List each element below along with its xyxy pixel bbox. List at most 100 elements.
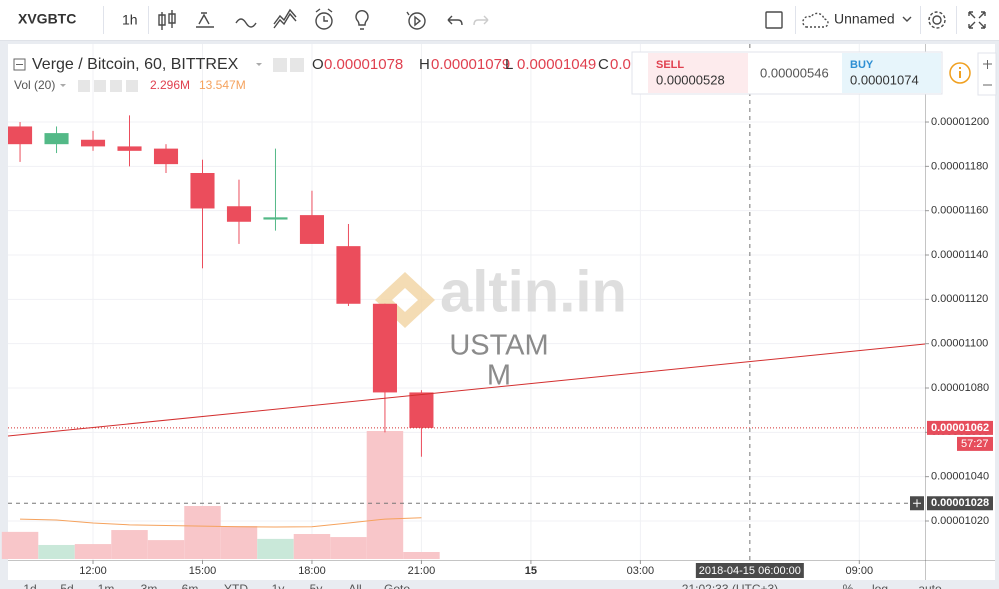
- y-tick-label: 0.00001100: [931, 338, 988, 350]
- bottom-bar-button[interactable]: 1m: [98, 582, 115, 589]
- x-tick-label: 21:00: [408, 565, 436, 577]
- x-tick-label: 09:00: [846, 565, 874, 577]
- volume-bar: [330, 537, 367, 559]
- sell-label: SELL: [656, 59, 684, 71]
- volume-bar: [366, 431, 404, 559]
- x-tick-label: 12:00: [79, 565, 107, 577]
- ohlc-value: 0.00001049: [517, 56, 596, 73]
- chart-pane: [8, 44, 995, 580]
- volume-bar: [147, 540, 185, 559]
- bottom-bar-button[interactable]: All: [348, 582, 361, 589]
- toolbar: [0, 0, 999, 40]
- buy-label: BUY: [850, 59, 874, 71]
- y-tick-label: 0.00001020: [931, 515, 989, 527]
- x-tick-label: 03:00: [627, 565, 655, 577]
- bottom-bar-button[interactable]: 5d: [60, 582, 73, 589]
- legend-icon[interactable]: [290, 58, 304, 72]
- y-tick-label: 0.00001180: [931, 160, 988, 172]
- bottom-bar-button[interactable]: YTD: [224, 582, 248, 589]
- trend-line: [7, 343, 926, 437]
- bottom-bar-button[interactable]: auto: [918, 582, 942, 589]
- bottom-bar-button[interactable]: 6m: [182, 582, 199, 589]
- crosshair-time-label: 2018-04-15 06:00:00: [699, 565, 801, 577]
- bottom-bar-button[interactable]: %: [843, 582, 854, 589]
- legend-icon[interactable]: [126, 80, 138, 92]
- bottom-bar-button[interactable]: Goto...: [384, 582, 420, 589]
- sell-button[interactable]: [648, 53, 748, 93]
- ohlc-label: O: [312, 56, 324, 73]
- candle-body: [153, 148, 179, 165]
- info-icon: [959, 71, 961, 78]
- candle-body: [409, 392, 434, 428]
- countdown-label: 57:27: [961, 438, 989, 450]
- sell-price: 0.00000528: [656, 72, 725, 87]
- volume-bar: [184, 505, 221, 559]
- volume-ma-line: [20, 517, 422, 528]
- y-tick-label: 0.00001080: [931, 382, 989, 394]
- candle-body: [117, 146, 142, 151]
- volume-bar: [220, 526, 258, 559]
- order-panel: SELL 0.00000528 0.00000546 BUY 0.0000107…: [631, 51, 997, 96]
- bottom-bar-button[interactable]: 3m: [141, 582, 158, 589]
- y-tick-label: 0.00001120: [931, 293, 988, 305]
- zoom-buttons[interactable]: [977, 52, 997, 96]
- candle-body: [8, 126, 33, 145]
- spread: 0.00000546: [760, 65, 829, 80]
- y-tick-label: 0.00001140: [931, 249, 988, 261]
- buy-button[interactable]: [842, 53, 941, 93]
- bottom-bar-button[interactable]: 21:02:33 (UTC+3): [682, 582, 778, 589]
- volume-bar: [293, 534, 331, 559]
- ohlc-label: C: [598, 56, 609, 73]
- symbol[interactable]: XVGBTC: [18, 11, 76, 27]
- bottom-bar-button[interactable]: 1y: [272, 582, 285, 589]
- legend-icon[interactable]: [94, 80, 106, 92]
- x-tick-label: 18:00: [298, 565, 326, 577]
- collapse-icon[interactable]: [13, 58, 26, 71]
- watermark-logo: [392, 288, 418, 312]
- candle-body: [226, 206, 252, 222]
- dropdown[interactable]: [256, 63, 262, 66]
- layout-name[interactable]: Unnamed: [834, 11, 895, 27]
- volume-bar: [1, 531, 39, 559]
- volume-bar: [257, 538, 294, 559]
- x-tick-label: 15:00: [189, 565, 217, 577]
- chart-title: Verge / Bitcoin, 60, BITTREX: [32, 56, 239, 73]
- candle-body: [44, 133, 69, 145]
- volume-bar: [403, 552, 440, 559]
- legend-icon[interactable]: [273, 58, 287, 72]
- watermark-brand: altin.in: [440, 259, 627, 324]
- bottom-bar-button[interactable]: log: [872, 582, 888, 589]
- bottom-bar-button[interactable]: 1d: [23, 582, 36, 589]
- dropdown[interactable]: [60, 84, 66, 87]
- volume-bar: [38, 544, 75, 559]
- candle-body: [299, 215, 325, 244]
- interval[interactable]: 1h: [122, 12, 138, 28]
- info-icon: [959, 67, 961, 69]
- volume-value: 2.296M: [150, 78, 190, 92]
- volume-ma-value: 13.547M: [199, 78, 246, 92]
- crosshair-time-tag: [695, 563, 804, 578]
- candle-body: [190, 173, 215, 209]
- toolbar-icons[interactable]: [158, 8, 986, 30]
- ohlc-value: 0.00001078: [324, 56, 403, 73]
- crosshair-price-label: 0.00001028: [931, 497, 989, 509]
- ohlc-value: 0.00001079: [431, 56, 510, 73]
- y-tick-label: 0.00001040: [931, 471, 989, 483]
- candle-body: [372, 303, 397, 393]
- candle-body: [336, 246, 361, 304]
- candle-body: [80, 139, 106, 147]
- zoom-icons: [983, 60, 992, 86]
- legend-icon[interactable]: [110, 80, 122, 92]
- buy-price: 0.00001074: [850, 72, 919, 87]
- crosshair-price-tag: [927, 496, 993, 511]
- last-price-label: 0.00001062: [931, 422, 989, 434]
- bottom-bar-button[interactable]: 5y: [310, 582, 323, 589]
- countdown-tag: [957, 436, 993, 451]
- legend-icon[interactable]: [78, 80, 90, 92]
- watermark-text: USTAM: [449, 330, 548, 362]
- candle-body: [263, 217, 288, 220]
